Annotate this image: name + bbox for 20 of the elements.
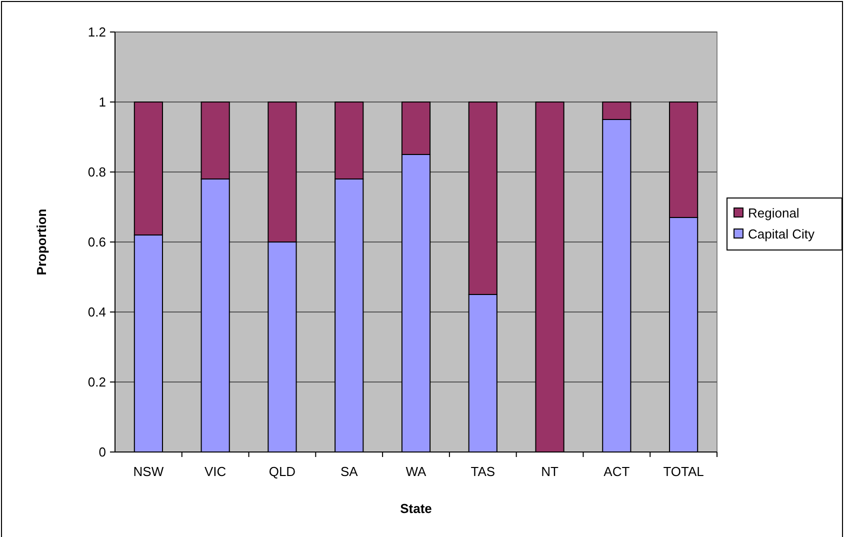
- y-tick-label: 1.2: [88, 24, 106, 40]
- x-axis-title: State: [400, 501, 432, 516]
- y-tick-label: 0.4: [88, 304, 106, 320]
- x-tick-label: NSW: [133, 464, 164, 479]
- y-tick-label: 1: [98, 94, 106, 110]
- y-tick-label: 0.6: [88, 234, 106, 250]
- legend-label: Regional: [748, 206, 800, 221]
- x-tick-label: WA: [406, 464, 427, 479]
- x-tick-label: ACT: [604, 464, 630, 479]
- legend-label: Capital City: [748, 226, 815, 242]
- x-tick-label: SA: [340, 464, 358, 479]
- y-tick-label: 0.8: [88, 164, 106, 180]
- x-tick-label: VIC: [204, 464, 226, 479]
- x-tick-label: TAS: [470, 464, 496, 479]
- y-tick-label: 0: [98, 444, 106, 460]
- x-tick-label: QLD: [268, 464, 296, 479]
- y-axis-title: Proportion: [34, 208, 49, 276]
- x-tick-label: TOTAL: [663, 464, 704, 479]
- y-tick-label: 0.2: [88, 374, 106, 390]
- x-tick-label: NT: [541, 464, 558, 479]
